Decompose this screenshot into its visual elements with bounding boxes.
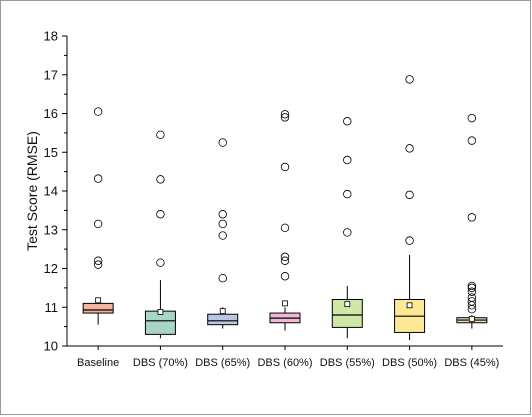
y-tick-label: 17 — [44, 67, 58, 82]
box-group — [207, 138, 239, 329]
box-group — [394, 75, 426, 341]
outlier-point — [218, 210, 227, 219]
x-tick-label: DBS (65%) — [195, 357, 250, 369]
outlier-point — [156, 210, 165, 219]
outlier-point — [156, 258, 165, 267]
outlier-point — [280, 256, 290, 265]
outlier-point — [93, 256, 103, 265]
outlier-point — [467, 293, 477, 302]
mean-marker — [219, 308, 226, 315]
box-series — [82, 75, 488, 341]
outlier-point — [343, 155, 352, 165]
x-tick-label: DBS (45%) — [444, 357, 499, 369]
outlier-point — [467, 213, 477, 222]
y-axis-title: Test Score (RMSE) — [24, 131, 40, 251]
outlier-point — [218, 219, 227, 229]
outlier-point — [405, 190, 414, 200]
box-group — [269, 110, 301, 331]
x-tick-label: DBS (55%) — [320, 357, 375, 369]
outlier-point — [467, 281, 477, 291]
mean-marker — [344, 301, 351, 308]
y-tick-label: 13 — [44, 222, 58, 237]
x-tick-label: DBS (60%) — [257, 357, 312, 369]
outlier-point — [93, 219, 103, 229]
outlier-point — [343, 117, 352, 126]
outlier-point — [280, 162, 290, 172]
axes: 10 11 12 13 14 15 16 17 18 Baseline DBS (70%) DBS (… — [44, 29, 503, 369]
outlier-point — [156, 130, 165, 140]
outlier-point — [405, 236, 414, 245]
outlier-point — [405, 75, 414, 84]
mean-marker — [468, 315, 475, 322]
outlier-point — [343, 189, 352, 199]
outlier-point — [156, 175, 165, 184]
outlier-point — [93, 260, 103, 269]
outlier-point — [280, 223, 290, 233]
x-tick-label: DBS (70%) — [133, 357, 188, 369]
outlier-point — [218, 138, 227, 147]
y-tick-label: 16 — [44, 106, 58, 121]
y-tick-label: 14 — [44, 184, 58, 199]
outlier-point — [467, 136, 477, 145]
mean-marker — [406, 302, 413, 309]
x-tick-label: Baseline — [77, 357, 119, 369]
outlier-point — [343, 228, 352, 237]
outlier-point — [218, 231, 227, 240]
outlier-point — [280, 252, 290, 262]
box-iqr — [82, 302, 114, 314]
outlier-point — [467, 113, 477, 123]
y-tick-label: 11 — [45, 300, 59, 315]
box-group — [82, 107, 114, 325]
y-tick-label: 10 — [44, 339, 58, 354]
mean-marker — [95, 297, 102, 304]
box-group — [456, 113, 488, 329]
x-tick-label: DBS (50%) — [382, 357, 437, 369]
box-group — [144, 130, 176, 339]
mean-marker — [157, 308, 164, 315]
outlier-point — [467, 287, 477, 296]
box-group — [331, 117, 363, 339]
outlier-point — [467, 283, 477, 293]
outlier-point — [93, 174, 103, 183]
y-tick-label: 15 — [44, 145, 58, 160]
outlier-point — [467, 297, 477, 306]
mean-marker — [282, 300, 288, 307]
outlier-point — [93, 107, 103, 116]
outlier-point — [405, 144, 414, 153]
box-iqr — [207, 313, 239, 326]
outlier-point — [280, 113, 290, 122]
y-tick-label: 12 — [44, 261, 58, 276]
outlier-point — [280, 110, 290, 119]
y-tick-label: 18 — [44, 29, 58, 44]
outlier-point — [280, 272, 290, 281]
outlier-point — [218, 273, 227, 283]
